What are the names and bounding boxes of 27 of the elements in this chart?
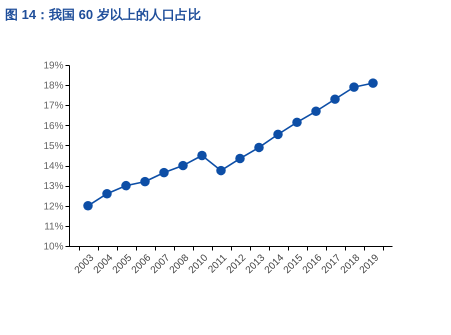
y-tick-label: 11% [44, 221, 64, 232]
y-tick-label: 15% [43, 140, 64, 152]
y-tick-label: 12% [43, 201, 64, 212]
point [330, 94, 340, 104]
point [368, 78, 378, 88]
y-tick-label: 13% [43, 181, 64, 192]
point [159, 168, 169, 178]
point [102, 188, 112, 198]
chart-title: 图 14：我国 60 岁以上的人口占比 [5, 7, 201, 22]
point [83, 201, 93, 211]
y-tick-label: 16% [43, 120, 64, 132]
point [349, 82, 359, 92]
point [216, 166, 226, 176]
point [140, 176, 150, 186]
point [311, 106, 321, 116]
point [121, 180, 131, 190]
point [254, 142, 264, 152]
y-tick-label: 14% [43, 161, 64, 172]
y-tick-label: 18% [43, 80, 64, 92]
y-tick-label: 19% [43, 60, 64, 72]
y-tick-label: 17% [43, 100, 64, 112]
point [197, 150, 207, 160]
point [235, 154, 245, 164]
point [273, 130, 283, 140]
point [292, 118, 302, 128]
point [178, 160, 188, 170]
y-tick-label: 10% [43, 242, 64, 252]
